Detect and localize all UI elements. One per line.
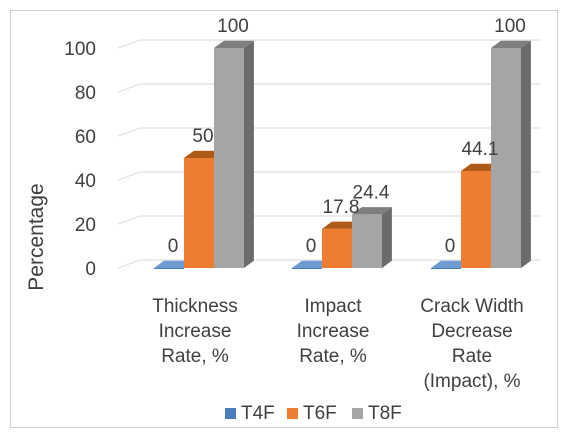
bar-front [292,268,322,269]
data-label-T6F: 44.1 [462,139,499,160]
legend-swatch [352,408,363,419]
legend-swatch [225,408,236,419]
bar-front [431,268,461,269]
bar-front [214,48,244,268]
data-label-T4F: 0 [306,236,317,257]
bar-top [352,207,392,215]
bar-side [244,40,254,268]
category-label-line: Thickness [152,296,238,317]
legend-item-T6F: T6F [287,403,337,424]
category-label-line: Increase [297,321,370,342]
bar-T4F-0 [154,260,194,269]
data-label-T4F: 0 [445,236,456,257]
bar-front [322,228,352,268]
data-label-T6F: 17.8 [323,197,360,218]
bar-T4F-2 [431,260,471,269]
bar-front [491,48,521,268]
y-tick-label: 80 [75,83,96,104]
bar-top [184,150,224,158]
bar-top [322,221,362,229]
gridline-slant [117,215,141,225]
data-label-T8F: 100 [217,16,249,37]
legend: T4F T6F T8F [225,403,402,424]
legend-swatch [287,408,298,419]
bar-top [491,40,531,48]
legend-item-T8F: T8F [352,403,402,424]
y-tick-label: 60 [75,127,96,148]
bar-T8F-1 [352,207,392,268]
legend-label: T6F [303,403,337,424]
bar-T8F-0 [214,40,254,268]
bar-top [461,163,501,171]
category-label: Impact Increase Rate, % [297,296,370,367]
y-tick-label: 20 [75,215,96,236]
y-tick-label: 0 [85,259,96,280]
legend-label: T8F [368,403,402,424]
category-label: Thickness Increase Rate, % [152,296,238,367]
y-axis-label: Percentage [25,183,48,290]
y-axis-ticks: 0 20 40 60 80 100 [64,39,96,280]
gridline-slant [117,259,141,269]
category-label-line: Rate, % [161,346,229,367]
legend-label: T4F [241,403,275,424]
bar-front [352,214,382,268]
legend-item-T4F: T4F [225,403,275,424]
chart-border [10,10,558,428]
bar-front [184,158,214,268]
category-label-line: (Impact), % [423,371,520,392]
bar-side [521,40,531,268]
bar-top [154,260,194,268]
data-labels: 0 50 100 0 17.824.4 0 44.1 100 [168,16,526,257]
gridline-slant [117,83,141,93]
bar-top [292,260,332,268]
category-label: Crack Width Decrease Rate (Impact), % [420,296,523,392]
bar-T4F-1 [292,260,332,269]
data-label-T8F: 24.4 [353,182,390,203]
data-label-T8F: 100 [494,16,526,37]
bars [154,40,531,269]
gridline-slant [117,171,141,181]
category-label-line: Decrease [431,321,512,342]
bar-front [461,170,491,268]
category-label-line: Rate, % [299,346,367,367]
data-label-T4F: 0 [168,236,179,257]
gridline-slant [117,127,141,137]
category-label-line: Rate [452,346,492,367]
gridline-slant [117,39,141,49]
y-tick-label: 40 [75,171,96,192]
data-label-T6F: 50 [192,126,213,147]
category-label-line: Increase [159,321,232,342]
category-label-line: Impact [304,296,362,317]
bar-top [214,40,254,48]
bar-T8F-2 [491,40,531,268]
category-label-line: Crack Width [420,296,523,317]
category-labels: Thickness Increase Rate, % Impact Increase Ra… [152,296,524,392]
bar-side [382,207,392,268]
y-tick-label: 100 [64,39,96,60]
bar-front [154,268,184,269]
bar-top [431,260,471,268]
